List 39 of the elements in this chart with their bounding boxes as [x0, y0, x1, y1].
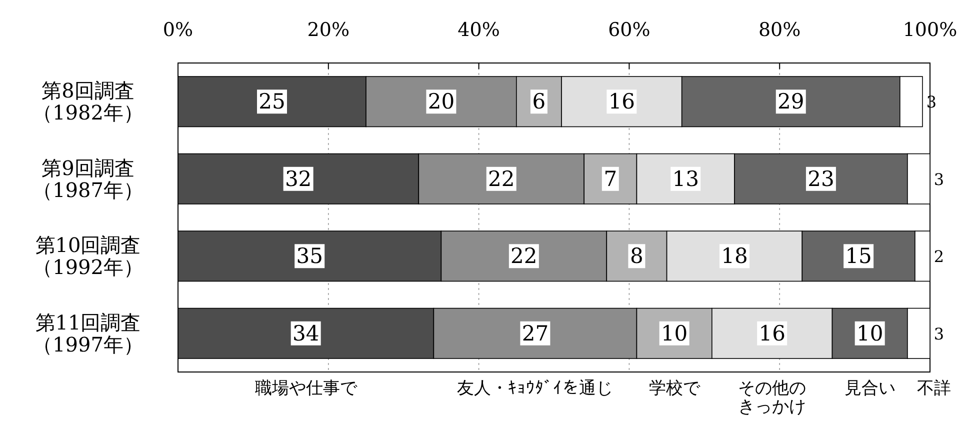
data-label: 35: [296, 244, 323, 268]
data-label: 20: [428, 90, 455, 114]
data-label: 16: [608, 90, 636, 114]
series-label: 見合い: [844, 378, 896, 398]
series-label: 不詳: [917, 378, 951, 398]
data-label: 22: [510, 244, 538, 268]
data-label: 23: [808, 166, 834, 191]
data-label: 3: [934, 169, 944, 188]
data-label: 6: [532, 90, 546, 114]
series-label: 職場や仕事で: [254, 378, 358, 398]
x-tick-label: 20%: [307, 19, 350, 41]
data-label: 13: [672, 166, 699, 191]
data-label: 32: [284, 166, 312, 191]
data-label: 3: [934, 324, 944, 343]
data-label: 8: [630, 244, 644, 268]
x-tick-label: 40%: [458, 19, 500, 41]
series-label: その他のきっかけ: [738, 378, 806, 418]
series-label: 友人・ｷｮｳﾀﾞｲを通じ: [457, 378, 614, 398]
data-label: 16: [758, 321, 786, 346]
x-tick-label: 0%: [162, 19, 194, 41]
y-tick-label: 第9回調査（1987年）: [32, 156, 144, 202]
y-tick-label: 第10回調査（1992年）: [32, 233, 144, 280]
y-tick-label: 第11回調査（1997年）: [32, 310, 144, 356]
data-label: 27: [522, 321, 549, 346]
data-label: 7: [604, 166, 618, 191]
data-label: 2: [934, 246, 944, 266]
x-tick-label: 60%: [608, 19, 650, 41]
y-tick-label: 第8回調査（1982年）: [32, 78, 144, 125]
data-label: 25: [258, 90, 286, 114]
data-label: 15: [845, 244, 872, 268]
x-tick-label: 80%: [758, 19, 801, 41]
x-tick-label: 100%: [902, 19, 958, 41]
series-label: 学校で: [648, 378, 701, 398]
data-label: 18: [721, 244, 748, 268]
data-label: 10: [856, 321, 884, 346]
data-label: 22: [488, 166, 515, 191]
data-label: 10: [660, 321, 688, 346]
data-label: 34: [292, 321, 320, 346]
data-label: 29: [778, 90, 804, 114]
